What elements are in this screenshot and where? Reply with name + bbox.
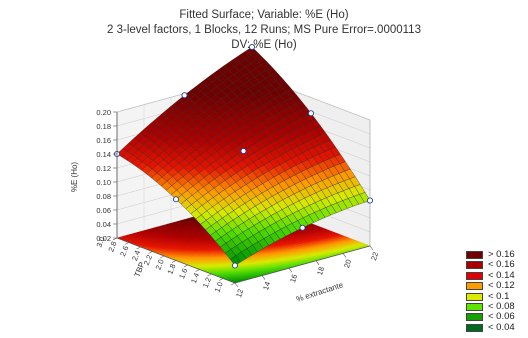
y-tick-label: 2.2 [142, 254, 154, 267]
y-tick-label: 3.0 [95, 236, 107, 249]
legend-swatch [466, 302, 483, 311]
y-tick-label: 1.8 [165, 263, 177, 276]
legend-swatch [466, 292, 483, 301]
z-tick-label: 0.04 [96, 220, 111, 229]
legend-label: > 0.16 [488, 249, 515, 260]
title-block: Fitted Surface; Variable: %E (Ho) 2 3-le… [0, 8, 528, 53]
legend: > 0.16 < 0.16 < 0.14 < 0.12 < 0.1 < 0.08 < 0.0… [466, 249, 526, 333]
y-tick-label: 2.8 [106, 240, 118, 253]
y-tick [219, 278, 224, 281]
z-tick-label: 0.08 [96, 192, 111, 201]
legend-label: < 0.04 [488, 321, 515, 333]
design-point [181, 92, 188, 99]
design-point [240, 147, 247, 155]
design-point [248, 43, 256, 51]
design-point [307, 110, 315, 117]
y-tick-label: 1.6 [177, 267, 189, 280]
y-tick [171, 260, 177, 263]
z-tick-label: 0.02 [96, 234, 111, 243]
x-tick [342, 253, 347, 258]
legend-swatch [466, 251, 483, 259]
legend-item: > 0.16 [466, 249, 526, 260]
legend-swatch [466, 282, 483, 291]
legend-item: < 0.12 [466, 280, 526, 292]
design-point [231, 262, 239, 269]
y-tick-label: 1.2 [201, 276, 213, 289]
z-tick-label: 0.16 [96, 136, 111, 145]
x-tick-label: 20 [342, 258, 353, 269]
y-tick [112, 237, 118, 241]
y-tick-label: 2.6 [118, 245, 130, 258]
y-tick [183, 264, 188, 268]
x-tick [261, 275, 266, 280]
y-tick-label: 1.0 [213, 281, 225, 294]
y-tick [160, 255, 165, 259]
z-tick-label: 0.14 [96, 150, 111, 159]
legend-swatch [466, 271, 483, 280]
y-tick-label: 2.4 [130, 249, 142, 262]
x-tick-label: 12 [234, 288, 245, 299]
z-tick-label: 0.10 [96, 178, 111, 187]
chart-subtitle: 2 3-level factors, 1 Blocks, 12 Runs; MS… [107, 24, 421, 36]
z-tick-label: 0.18 [96, 122, 111, 131]
x-tick-label: 16 [288, 273, 299, 284]
legend-item: < 0.06 [466, 311, 526, 323]
legend-label: < 0.1 [488, 290, 510, 302]
legend-label: < 0.16 [488, 259, 515, 271]
legend-swatch [466, 313, 483, 322]
legend-label: < 0.06 [488, 311, 515, 323]
legend-item: < 0.16 [466, 259, 526, 271]
x-tick-label: 14 [261, 280, 272, 291]
y-tick [124, 242, 129, 245]
legend-swatch [466, 323, 483, 332]
y-tick [195, 269, 200, 272]
z-tick-label: 0.12 [96, 164, 111, 173]
y-tick [230, 282, 236, 286]
y-tick-label: 2.0 [154, 258, 166, 271]
legend-item: < 0.04 [466, 321, 526, 333]
surface-cell [229, 255, 241, 266]
x-tick [369, 245, 374, 251]
legend-item: < 0.14 [466, 269, 526, 281]
z-tick-label: 0.06 [96, 206, 111, 215]
legend-label: < 0.12 [488, 280, 515, 292]
x-tick [288, 268, 293, 273]
x-axis-line [234, 245, 371, 284]
y-axis-title: TBP [133, 261, 147, 279]
y-tick [148, 251, 153, 254]
design-point [366, 197, 374, 204]
x-tick-label: 18 [315, 266, 326, 277]
design-point [299, 224, 306, 231]
design-point [172, 196, 180, 203]
legend-swatch [466, 261, 483, 270]
legend-label: < 0.14 [488, 269, 515, 281]
x-tick [315, 260, 320, 265]
z-tick-label: 0.20 [96, 108, 111, 117]
x-tick [234, 282, 239, 288]
y-tick-label: 1.4 [189, 272, 201, 285]
x-tick-label: 22 [369, 251, 380, 262]
legend-label: < 0.08 [488, 300, 515, 312]
x-axis-title: % extractante [295, 280, 345, 304]
legend-item: < 0.1 [466, 290, 526, 302]
chart-subtitle-dv: DV: %E (Ho) [231, 39, 297, 51]
legend-item: < 0.08 [466, 300, 526, 312]
y-tick [136, 246, 141, 250]
z-axis-title: %E (Ho) [70, 162, 79, 193]
chart-title: Fitted Surface; Variable: %E (Ho) [179, 9, 349, 21]
y-tick [207, 273, 212, 277]
